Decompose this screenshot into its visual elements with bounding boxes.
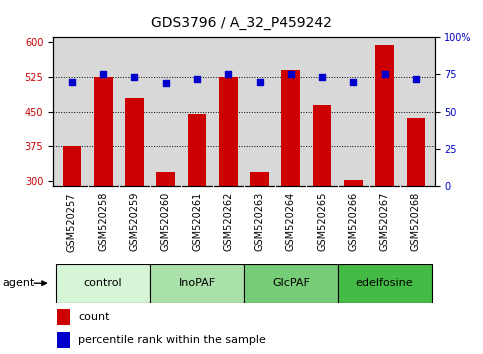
Bar	[375, 45, 394, 186]
Bar	[57, 332, 71, 348]
Point	[99, 72, 107, 77]
Text: GDS3796 / A_32_P459242: GDS3796 / A_32_P459242	[151, 16, 332, 30]
Text: GSM520266: GSM520266	[348, 192, 358, 251]
Text: GSM520259: GSM520259	[129, 192, 140, 251]
Bar	[344, 180, 363, 186]
Text: GSM520264: GSM520264	[286, 192, 296, 251]
Text: GSM520263: GSM520263	[255, 192, 265, 251]
Bar	[244, 264, 338, 303]
Text: agent: agent	[2, 278, 35, 288]
Point	[130, 74, 138, 80]
Text: GSM520262: GSM520262	[223, 192, 233, 251]
Text: GSM520265: GSM520265	[317, 192, 327, 251]
Text: control: control	[84, 278, 123, 288]
Bar	[57, 309, 71, 325]
Bar	[187, 114, 206, 186]
Bar	[56, 264, 150, 303]
Text: GSM520260: GSM520260	[161, 192, 170, 251]
Point	[287, 72, 295, 77]
Bar	[219, 77, 238, 186]
Text: GSM520267: GSM520267	[380, 192, 390, 251]
Bar	[407, 119, 426, 186]
Bar	[282, 70, 300, 186]
Bar	[338, 264, 432, 303]
Bar	[62, 146, 81, 186]
Point	[412, 76, 420, 82]
Point	[162, 80, 170, 86]
Text: percentile rank within the sample: percentile rank within the sample	[78, 335, 266, 345]
Text: GSM520261: GSM520261	[192, 192, 202, 251]
Point	[193, 76, 201, 82]
Text: count: count	[78, 312, 110, 322]
Point	[381, 72, 388, 77]
Text: GSM520257: GSM520257	[67, 192, 77, 252]
Text: GlcPAF: GlcPAF	[272, 278, 310, 288]
Bar	[94, 77, 113, 186]
Bar	[150, 264, 244, 303]
Point	[256, 79, 263, 85]
Bar	[156, 172, 175, 186]
Text: InoPAF: InoPAF	[178, 278, 215, 288]
Text: GSM520258: GSM520258	[98, 192, 108, 251]
Point	[318, 74, 326, 80]
Bar	[313, 104, 331, 186]
Point	[225, 72, 232, 77]
Bar	[250, 172, 269, 186]
Bar	[125, 98, 144, 186]
Text: GSM520268: GSM520268	[411, 192, 421, 251]
Point	[68, 79, 76, 85]
Point	[350, 79, 357, 85]
Text: edelfosine: edelfosine	[356, 278, 413, 288]
